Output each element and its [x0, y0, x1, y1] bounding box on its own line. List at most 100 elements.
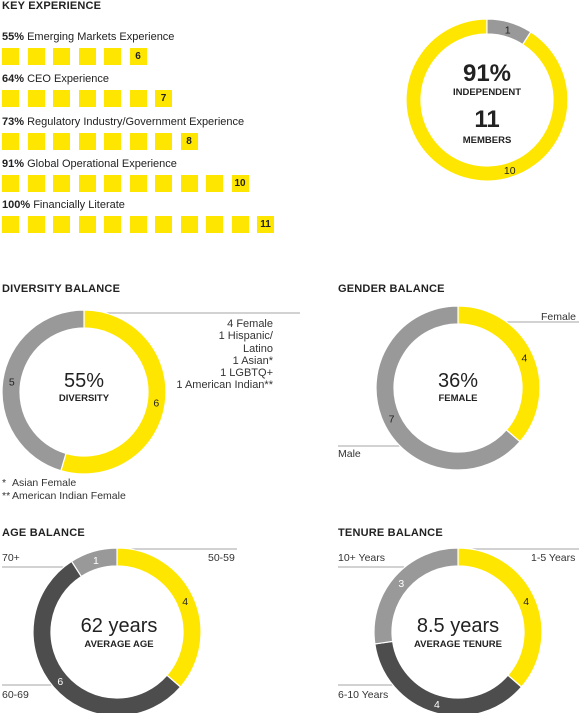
- experience-pct: 73%: [2, 116, 25, 128]
- experience-square: [104, 216, 121, 233]
- experience-label: 91% Global Operational Experience: [2, 158, 177, 170]
- gender-male-slice: [375, 305, 521, 471]
- diversity-pct: 55%: [63, 370, 105, 392]
- gender-label: FEMALE: [438, 393, 478, 404]
- diversity-breakdown: 4 Female 1 Hispanic/Latino 1 Asian* 1 LGBTQ…: [176, 318, 273, 392]
- experience-square: [53, 133, 70, 150]
- tenure-1-5-value: 4: [523, 596, 529, 608]
- experience-row: 91% Global Operational Experience 10: [2, 158, 249, 192]
- experience-square: [78, 133, 96, 150]
- experience-square: [27, 90, 45, 107]
- age-value: 62 years: [80, 615, 158, 637]
- tenure-cat-10: 10+ Years: [338, 552, 386, 564]
- gender-male-value: 7: [389, 413, 395, 425]
- experience-square: [129, 90, 147, 107]
- experience-count: 10: [231, 175, 249, 192]
- experience-square: [180, 216, 198, 233]
- not-independent-value: 1: [505, 24, 511, 36]
- age-70-value: 1: [93, 555, 99, 567]
- gender-male-cat: Male: [338, 448, 361, 460]
- experience-square: [27, 216, 45, 233]
- gender-female-cat: Female: [541, 311, 577, 323]
- experience-square: [27, 133, 45, 150]
- experience-square: [53, 216, 70, 233]
- not-independent-slice: [486, 18, 532, 46]
- experience-square: [78, 175, 96, 192]
- experience-square: [129, 133, 147, 150]
- diversity-title: DIVERSITY BALANCE: [2, 283, 121, 295]
- diversity-footnote: * Asian Female: [2, 477, 126, 490]
- gender-pct: 36%: [437, 370, 479, 392]
- diversity-footnotes: * Asian Female ** American Indian Female: [2, 477, 126, 503]
- age-ring: 4 6 1: [32, 547, 202, 713]
- experience-count: 8: [180, 133, 198, 150]
- footnote-text: American Indian Female: [12, 490, 126, 502]
- experience-row: 64% CEO Experience 7: [2, 73, 172, 107]
- independence-label: INDEPENDENT: [452, 87, 522, 98]
- age-cat-70: 70+: [2, 552, 20, 564]
- experience-count: 11: [257, 216, 274, 233]
- diversity-breakdown-line: 1 LGBTQ+: [220, 367, 273, 380]
- diversity-other-slice: [1, 309, 85, 472]
- experience-text: Global Operational Experience: [24, 158, 177, 170]
- experience-square: [53, 48, 70, 65]
- experience-label: 64% CEO Experience: [2, 73, 109, 85]
- experience-square: [129, 175, 147, 192]
- tenure-6-10-slice: [374, 640, 523, 713]
- experience-square: [155, 175, 172, 192]
- age-title: AGE BALANCE: [2, 527, 85, 539]
- experience-square: [104, 175, 121, 192]
- footnote-mark: *: [2, 477, 7, 489]
- tenure-cat-6-10: 6-10 Years: [338, 689, 389, 701]
- tenure-value: 8.5 years: [416, 615, 500, 637]
- experience-square: [180, 175, 198, 192]
- diversity-diverse-value: 6: [153, 397, 159, 409]
- experience-square: [2, 216, 19, 233]
- experience-count: 7: [155, 90, 172, 107]
- tenure-label: AVERAGE TENURE: [414, 639, 502, 650]
- tenure-10-slice: [373, 547, 459, 645]
- experience-square: [78, 48, 96, 65]
- tenure-6-10-value: 4: [434, 699, 440, 711]
- diversity-ring: 65: [1, 309, 167, 475]
- experience-square: [206, 216, 223, 233]
- age-label: AVERAGE AGE: [84, 639, 154, 650]
- experience-square: [2, 90, 19, 107]
- members-count: 11: [474, 106, 500, 133]
- experience-square: [231, 216, 249, 233]
- experience-square: [53, 90, 70, 107]
- independent-slice: [405, 18, 569, 182]
- key-experience-title: KEY EXPERIENCE: [2, 0, 102, 12]
- age-50-59-value: 4: [182, 596, 188, 608]
- diversity-breakdown-line: 1 Asian*: [232, 354, 273, 367]
- diversity-breakdown-line: 4 Female: [227, 318, 273, 330]
- diversity-breakdown-line: 1 American Indian**: [176, 379, 273, 392]
- experience-row: 73% Regulatory Industry/Government Exper…: [2, 116, 244, 150]
- experience-text: Financially Literate: [30, 199, 125, 211]
- experience-square: [104, 133, 121, 150]
- experience-label: 73% Regulatory Industry/Government Exper…: [2, 116, 244, 128]
- experience-square: [104, 90, 121, 107]
- experience-square: [206, 175, 223, 192]
- diversity-label: DIVERSITY: [58, 393, 110, 404]
- tenure-10-value: 3: [398, 578, 404, 590]
- experience-row: 55% Emerging Markets Experience 6: [2, 31, 174, 65]
- tenure-ring: 4 4 3: [373, 547, 543, 713]
- experience-square: [2, 175, 19, 192]
- gender-ring: 47: [375, 305, 541, 471]
- experience-label: 55% Emerging Markets Experience: [2, 31, 174, 43]
- experience-square: [104, 48, 121, 65]
- experience-square: [53, 175, 70, 192]
- experience-label: 100% Financially Literate: [2, 199, 125, 211]
- experience-square: [129, 216, 147, 233]
- experience-square: [2, 48, 19, 65]
- gender-female-value: 4: [521, 353, 527, 365]
- footnote-mark: **: [2, 490, 11, 502]
- experience-text: CEO Experience: [24, 73, 110, 85]
- experience-text: Emerging Markets Experience: [24, 31, 175, 43]
- diversity-breakdown-line: Latino: [243, 342, 273, 355]
